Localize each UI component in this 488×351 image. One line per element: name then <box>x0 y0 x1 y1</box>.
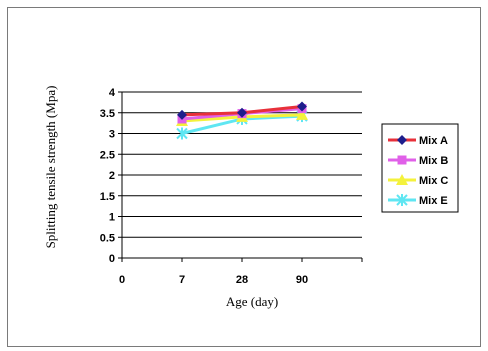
data-point <box>177 109 187 120</box>
y-tick-label: 1.5 <box>100 191 115 203</box>
legend-item: Mix A <box>388 135 448 147</box>
legend-label: Mix B <box>419 155 448 167</box>
x-axis-title: Age (day) <box>226 294 278 309</box>
legend-label: Mix E <box>419 195 448 207</box>
data-point <box>296 108 308 120</box>
data-point <box>237 107 247 118</box>
data-point <box>397 135 407 145</box>
data-point <box>396 194 408 206</box>
legend: Mix A Mix B Mix C Mix E <box>381 123 459 213</box>
series-lines <box>176 101 308 140</box>
y-tick-label: 0.5 <box>100 232 115 244</box>
data-point <box>176 127 188 140</box>
x-tick-label: 90 <box>296 274 308 286</box>
y-tick-label: 3 <box>109 129 115 141</box>
legend-label: Mix C <box>419 175 448 187</box>
x-tick-label: 0 <box>119 274 125 286</box>
axes <box>118 91 363 262</box>
x-tick-labels: 0 7 28 90 <box>119 274 308 286</box>
y-tick-labels: 0 0.5 1 1.5 2 2.5 3 3.5 4 <box>100 87 116 265</box>
y-axis-title: Splitting tensile strength (Mpa) <box>43 86 58 249</box>
y-tick-label: 2 <box>109 170 115 182</box>
x-tick-label: 28 <box>236 274 248 286</box>
data-point <box>396 174 408 185</box>
y-tick-label: 3.5 <box>100 108 115 120</box>
y-tick-label: 1 <box>109 212 115 224</box>
legend-item: Mix B <box>388 155 448 167</box>
y-tick-label: 2.5 <box>100 149 115 161</box>
y-tick-label: 4 <box>109 87 116 99</box>
legend-item: Mix C <box>388 174 448 187</box>
data-point <box>397 155 407 165</box>
y-tick-label: 0 <box>109 253 115 265</box>
data-point <box>297 101 307 112</box>
x-tick-label: 7 <box>179 274 185 286</box>
series-mix-a <box>177 101 307 120</box>
legend-item: Mix E <box>388 194 448 207</box>
legend-label: Mix A <box>419 135 448 147</box>
